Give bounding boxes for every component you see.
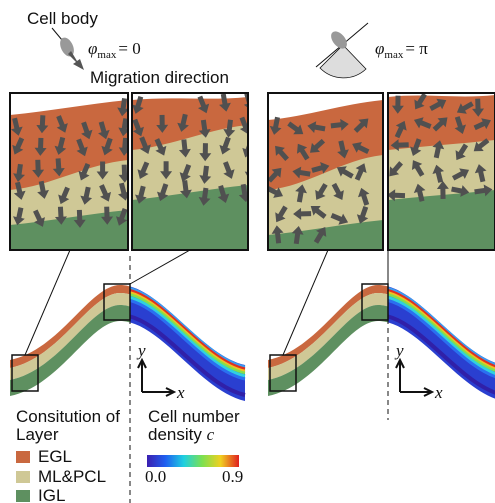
zoom-panel	[129, 92, 258, 253]
tissue-curve	[268, 250, 495, 401]
svg-text:density c: density c	[148, 425, 215, 444]
svg-text:EGL: EGL	[38, 447, 72, 466]
svg-text:y: y	[394, 341, 404, 360]
phi-label: φmax= π	[375, 39, 428, 61]
layer	[388, 190, 495, 253]
layered-half	[10, 285, 245, 401]
svg-text:Cell number: Cell number	[148, 407, 240, 426]
svg-text:ML&PCL: ML&PCL	[38, 467, 106, 486]
angle-fan	[320, 45, 366, 78]
arrow-icon	[68, 51, 84, 70]
tissue-curve	[10, 250, 245, 401]
panel-content	[264, 100, 383, 253]
svg-text:y: y	[136, 341, 146, 360]
zoom-panel	[9, 93, 132, 253]
svg-text:Consitution of: Consitution of	[16, 407, 120, 426]
panel-content	[385, 91, 495, 253]
panel-content	[129, 92, 258, 253]
legend: Consitution of Layer EGL ML&PCL IGL	[16, 407, 120, 503]
cell-icon	[57, 35, 76, 58]
pointer	[52, 28, 62, 40]
svg-text:x: x	[434, 383, 443, 402]
colorbar: Cell number density c 0.0 0.9	[145, 407, 243, 486]
zoom-line	[130, 250, 190, 284]
svg-text:IGL: IGL	[38, 486, 65, 503]
cell-body-label: Cell body	[27, 9, 98, 28]
zoom-panel	[264, 93, 383, 253]
migration-label: Migration direction	[90, 68, 229, 87]
zoom-panel	[385, 91, 495, 253]
phi-label: φmax= 0	[88, 39, 141, 61]
svg-text:0.0: 0.0	[145, 467, 166, 486]
svg-text:0.9: 0.9	[222, 467, 243, 486]
figure: Cell body φmax= 0 Migration direction φm…	[0, 0, 495, 503]
svg-text:x: x	[176, 383, 185, 402]
svg-text:Layer: Layer	[16, 425, 59, 444]
panel-content	[9, 98, 132, 253]
